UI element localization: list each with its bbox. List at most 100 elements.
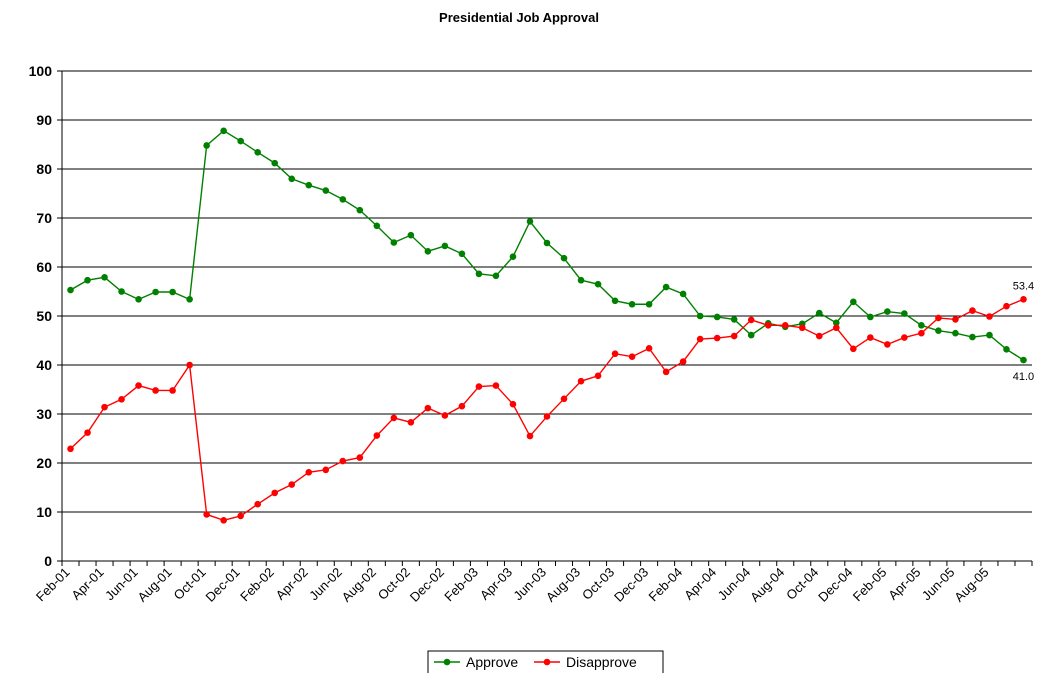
approve-point-29: [560, 254, 568, 262]
approve-point-53: [969, 333, 976, 341]
y-tick-label-6: 60: [36, 259, 52, 275]
approve-point-9: [220, 127, 227, 135]
disapprove-point-22: [441, 412, 449, 419]
approve-point-50: [918, 322, 925, 329]
x-tick-label-19: Apr-04: [681, 565, 719, 603]
disapprove-point-32: [611, 350, 619, 358]
disapprove-line: [70, 298, 1024, 522]
axes: [61, 71, 1032, 562]
legend-disapprove-marker: [543, 658, 551, 666]
legend: Approve Disapprove: [427, 650, 664, 673]
disapprove-point-3: [118, 396, 125, 403]
approve-point-21: [424, 248, 432, 255]
disapprove-point-29: [560, 395, 568, 403]
x-tick-label-14: Jun-03: [510, 565, 549, 604]
disapprove-point-7: [186, 361, 193, 369]
approve-point-27: [526, 218, 534, 225]
disapprove-point-42: [781, 322, 789, 329]
disapprove-point-41: [764, 322, 772, 329]
disapprove-point-15: [322, 466, 330, 474]
approve-point-11: [254, 149, 262, 156]
x-tick-label-6: Feb-02: [237, 565, 277, 605]
x-tick-label-13: Apr-03: [477, 565, 515, 603]
disapprove-point-2: [101, 403, 108, 411]
approve-point-36: [679, 290, 687, 298]
disapprove-point-35: [662, 368, 670, 376]
approve-point-14: [305, 181, 313, 189]
approve-point-2: [101, 273, 108, 281]
y-tick-label-2: 20: [36, 455, 52, 471]
disapprove-point-52: [952, 316, 959, 323]
disapprove-point-12: [271, 489, 279, 497]
disapprove-point-43: [798, 324, 806, 332]
approve-point-56: [1020, 356, 1027, 364]
x-tick-label-16: Oct-03: [579, 565, 617, 603]
data-label-0: 53.4: [1013, 280, 1034, 292]
approve-point-35: [662, 283, 670, 291]
disapprove-point-13: [288, 481, 296, 488]
approve-point-33: [628, 300, 636, 308]
approve-point-3: [118, 288, 125, 295]
approve-point-8: [203, 142, 210, 149]
disapprove-point-51: [935, 314, 942, 322]
x-tick-label-10: Oct-02: [375, 565, 413, 603]
y-tick-label-5: 50: [36, 308, 52, 324]
approve-point-25: [492, 272, 500, 280]
y-tick-label-3: 30: [36, 406, 52, 422]
x-tick-label-3: Aug-01: [134, 565, 174, 605]
approve-point-16: [339, 196, 347, 203]
x-tick-label-8: Jun-02: [306, 565, 345, 604]
approve-point-30: [577, 276, 585, 284]
disapprove-point-44: [815, 332, 823, 340]
approve-point-1: [84, 276, 91, 284]
disapprove-point-21: [424, 404, 432, 412]
disapprove-point-55: [1003, 302, 1010, 310]
approve-point-54: [986, 331, 993, 339]
approve-point-0: [67, 286, 74, 294]
y-tick-label-10: 100: [29, 63, 53, 79]
approve-point-44: [815, 309, 823, 317]
y-tick-label-4: 40: [36, 357, 52, 373]
disapprove-point-16: [339, 457, 347, 465]
x-tick-label-11: Dec-02: [407, 565, 447, 605]
approve-point-38: [713, 313, 721, 321]
approve-point-55: [1003, 346, 1010, 353]
approve-point-45: [832, 319, 840, 327]
x-tick-label-24: Feb-05: [850, 565, 890, 605]
approve-point-28: [543, 239, 551, 247]
x-axis-ticks: Feb-01Apr-01Jun-01Aug-01Oct-01Dec-01Feb-…: [33, 561, 1033, 605]
disapprove-point-0: [67, 445, 74, 453]
disapprove-point-38: [713, 334, 721, 342]
x-tick-label-2: Jun-01: [102, 565, 141, 604]
approve-point-4: [135, 296, 142, 303]
x-tick-label-1: Apr-01: [68, 565, 106, 603]
legend-approve-label: Approve: [466, 654, 518, 670]
y-tick-label-8: 80: [36, 161, 52, 177]
disapprove-point-34: [645, 345, 653, 352]
approve-point-17: [356, 206, 364, 214]
disapprove-point-10: [237, 512, 244, 520]
disapprove-point-1: [84, 429, 91, 436]
disapprove-point-48: [884, 341, 891, 348]
y-tick-label-1: 10: [36, 504, 52, 520]
disapprove-point-45: [832, 324, 840, 332]
x-tick-label-20: Jun-04: [715, 565, 754, 604]
approve-point-20: [407, 231, 415, 239]
y-tick-label-9: 90: [36, 112, 52, 128]
data-labels: 53.4 41.0: [1013, 280, 1034, 383]
x-tick-label-17: Dec-03: [611, 565, 651, 605]
x-tick-label-0: Feb-01: [33, 565, 73, 605]
disapprove-point-30: [577, 377, 585, 385]
disapprove-point-28: [543, 413, 551, 420]
y-axis-ticks: 0 10 20 30 40 50 60 70 80 90 100: [29, 63, 62, 569]
approve-point-26: [509, 253, 517, 261]
disapprove-point-9: [220, 517, 227, 524]
disapprove-point-14: [305, 469, 313, 476]
approve-point-34: [645, 300, 653, 308]
approve-point-37: [696, 312, 704, 320]
disapprove-point-39: [730, 332, 738, 340]
approve-point-12: [271, 159, 279, 167]
x-tick-label-21: Aug-04: [747, 565, 787, 605]
approve-point-47: [867, 313, 874, 321]
